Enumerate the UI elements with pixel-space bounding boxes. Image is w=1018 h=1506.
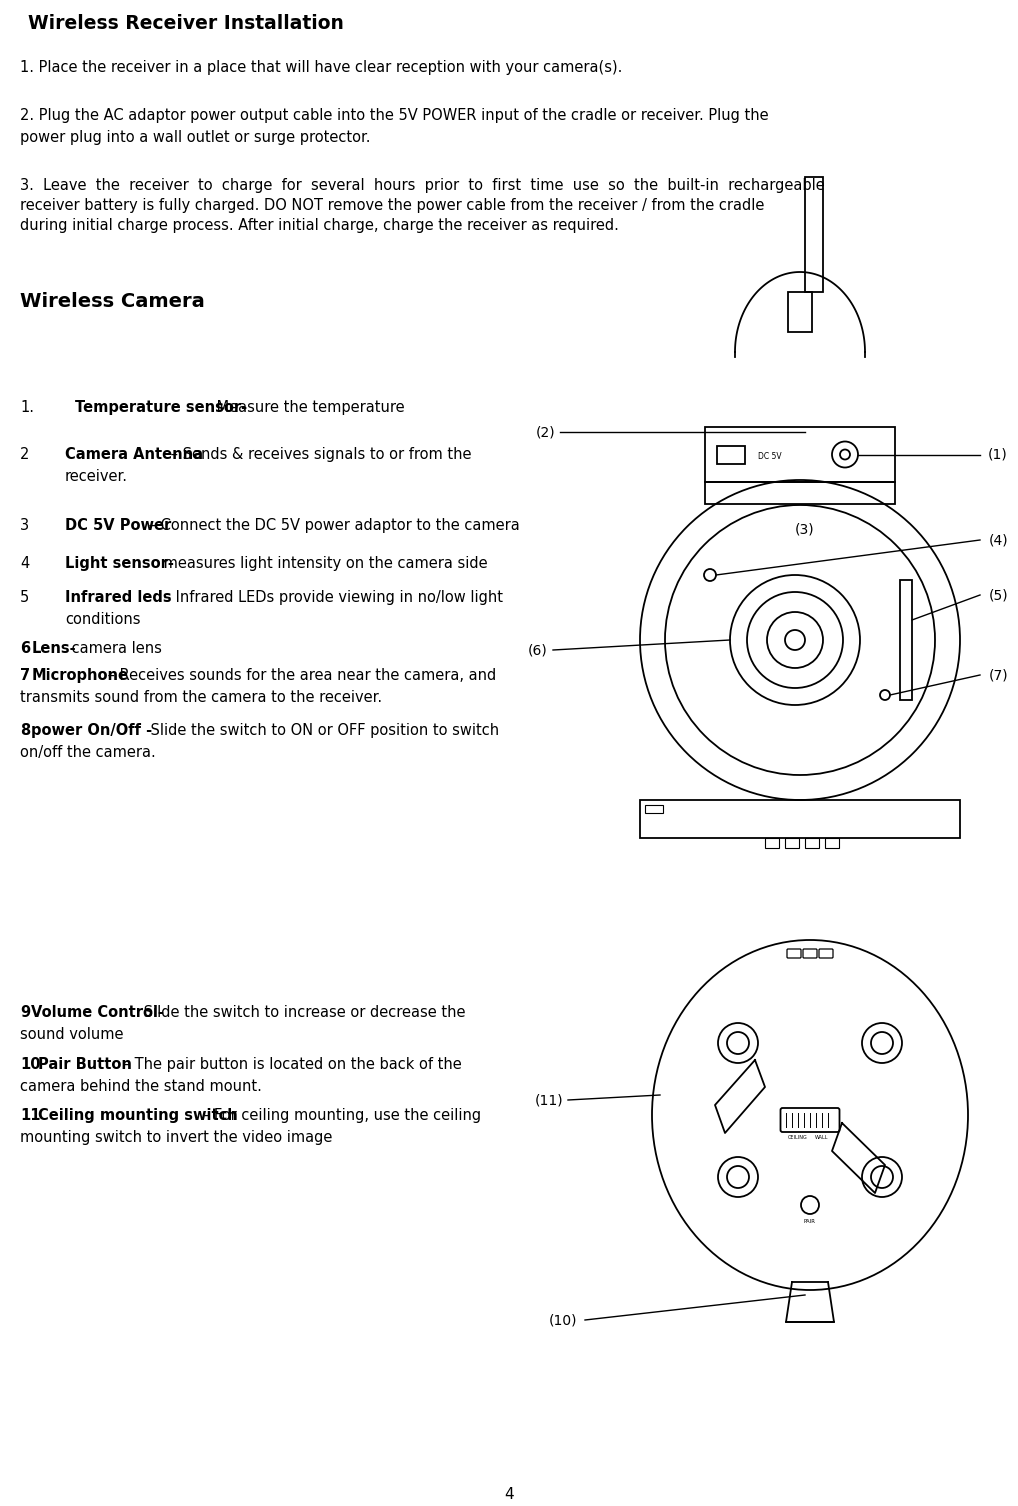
Text: (7): (7) bbox=[988, 669, 1008, 682]
Bar bbox=[785, 837, 799, 848]
Text: CEILING: CEILING bbox=[788, 1136, 808, 1140]
Text: Measure the temperature: Measure the temperature bbox=[212, 401, 404, 416]
Text: 7: 7 bbox=[20, 669, 31, 684]
Text: camera behind the stand mount.: camera behind the stand mount. bbox=[20, 1078, 262, 1093]
Text: (11): (11) bbox=[534, 1093, 563, 1107]
Text: Silde the switch to increase or decrease the: Silde the switch to increase or decrease… bbox=[139, 1005, 465, 1020]
Bar bbox=[705, 482, 895, 505]
Text: 1. Place the receiver in a place that will have clear reception with your camera: 1. Place the receiver in a place that wi… bbox=[20, 60, 622, 75]
Text: 2. Plug the AC adaptor power output cable into the 5V POWER input of the cradle : 2. Plug the AC adaptor power output cabl… bbox=[20, 108, 769, 123]
Bar bbox=[640, 800, 960, 837]
Bar bbox=[805, 178, 823, 292]
Text: Infrared leds: Infrared leds bbox=[65, 590, 172, 605]
Text: (10): (10) bbox=[549, 1313, 577, 1327]
Text: power plug into a wall outlet or surge protector.: power plug into a wall outlet or surge p… bbox=[20, 130, 371, 145]
Text: WALL: WALL bbox=[815, 1136, 829, 1140]
Text: power On/Off -: power On/Off - bbox=[32, 723, 153, 738]
Text: mounting switch to invert the video image: mounting switch to invert the video imag… bbox=[20, 1130, 332, 1145]
Text: camera lens: camera lens bbox=[67, 642, 162, 657]
Text: 8: 8 bbox=[20, 723, 31, 738]
Text: - For ceiling mounting, use the ceiling: - For ceiling mounting, use the ceiling bbox=[204, 1108, 482, 1123]
Text: (2): (2) bbox=[535, 425, 555, 440]
Text: Wireless Receiver Installation: Wireless Receiver Installation bbox=[29, 14, 344, 33]
Bar bbox=[805, 837, 819, 848]
Text: (1): (1) bbox=[988, 447, 1008, 461]
Text: – Connect the DC 5V power adaptor to the camera: – Connect the DC 5V power adaptor to the… bbox=[145, 518, 520, 533]
Text: Wireless Camera: Wireless Camera bbox=[20, 292, 205, 312]
Text: DC 5V Power: DC 5V Power bbox=[65, 518, 171, 533]
Text: Pair Button: Pair Button bbox=[39, 1057, 132, 1072]
Text: 3.  Leave  the  receiver  to  charge  for  several  hours  prior  to  first  tim: 3. Leave the receiver to charge for seve… bbox=[20, 178, 825, 193]
Text: 9: 9 bbox=[20, 1005, 31, 1020]
Text: Ceiling mounting switch: Ceiling mounting switch bbox=[39, 1108, 238, 1123]
Bar bbox=[765, 837, 779, 848]
Text: 11: 11 bbox=[20, 1108, 41, 1123]
Text: 1.: 1. bbox=[20, 401, 34, 416]
Text: – Infrared LEDs provide viewing in no/low light: – Infrared LEDs provide viewing in no/lo… bbox=[159, 590, 503, 605]
Bar bbox=[705, 428, 895, 482]
Bar bbox=[645, 806, 663, 813]
Text: – Sends & receives signals to or from the: – Sends & receives signals to or from th… bbox=[166, 447, 471, 462]
Text: (3): (3) bbox=[795, 523, 814, 536]
Bar bbox=[825, 837, 839, 848]
Text: (6): (6) bbox=[528, 643, 548, 657]
Text: Camera Antenna: Camera Antenna bbox=[65, 447, 203, 462]
Text: receiver battery is fully charged. DO NOT remove the power cable from the receiv: receiver battery is fully charged. DO NO… bbox=[20, 197, 765, 212]
Text: – Receives sounds for the area near the camera, and: – Receives sounds for the area near the … bbox=[103, 669, 497, 684]
Text: 10: 10 bbox=[20, 1057, 41, 1072]
Text: 4: 4 bbox=[504, 1486, 514, 1501]
Text: 4: 4 bbox=[20, 556, 30, 571]
Text: measures light intensity on the camera side: measures light intensity on the camera s… bbox=[159, 556, 488, 571]
Text: 2: 2 bbox=[20, 447, 30, 462]
Text: – The pair button is located on the back of the: – The pair button is located on the back… bbox=[118, 1057, 461, 1072]
Text: conditions: conditions bbox=[65, 611, 140, 626]
Text: DC 5V: DC 5V bbox=[758, 452, 782, 461]
Text: Microphone: Microphone bbox=[32, 669, 128, 684]
Text: 6: 6 bbox=[20, 642, 31, 657]
Text: sound volume: sound volume bbox=[20, 1027, 123, 1042]
Text: receiver.: receiver. bbox=[65, 468, 128, 483]
Text: (4): (4) bbox=[988, 533, 1008, 547]
Bar bbox=[900, 580, 912, 700]
Text: during initial charge process. After initial charge, charge the receiver as requ: during initial charge process. After ini… bbox=[20, 218, 619, 233]
Text: PAIR: PAIR bbox=[804, 1218, 816, 1224]
Bar bbox=[717, 446, 745, 464]
Text: Temperature sensor-: Temperature sensor- bbox=[75, 401, 247, 416]
Text: on/off the camera.: on/off the camera. bbox=[20, 745, 156, 761]
Text: Slide the switch to ON or OFF position to switch: Slide the switch to ON or OFF position t… bbox=[132, 723, 499, 738]
Text: Volume Control-: Volume Control- bbox=[32, 1005, 164, 1020]
Text: 3: 3 bbox=[20, 518, 30, 533]
Text: transmits sound from the camera to the receiver.: transmits sound from the camera to the r… bbox=[20, 690, 382, 705]
Bar bbox=[788, 292, 812, 331]
Text: Lens-: Lens- bbox=[32, 642, 75, 657]
Text: (5): (5) bbox=[988, 587, 1008, 602]
Text: 5: 5 bbox=[20, 590, 30, 605]
Text: Light sensor-: Light sensor- bbox=[65, 556, 174, 571]
